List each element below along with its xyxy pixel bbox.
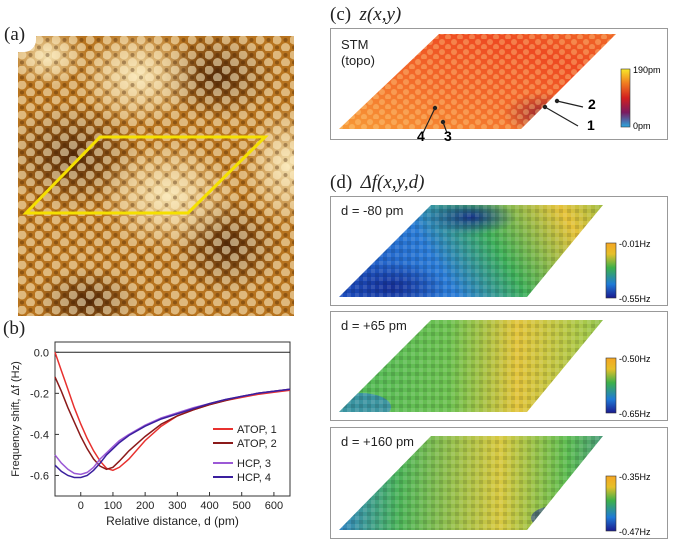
df-colorbar-3	[605, 475, 617, 532]
marker-label-2: 2	[588, 96, 596, 112]
panel-c-header: (c) z(x,y)	[330, 4, 401, 28]
df-colorbar-1	[605, 242, 617, 299]
stm-inset-subtitle: (topo)	[341, 53, 375, 68]
panel-d-header: (d) Δf(x,y,d)	[330, 172, 425, 196]
frequency-shift-chart: 0 100 200 300 400 500 600 0.0 -0.2 -0.4 -0.6 Relati…	[10, 341, 291, 528]
y-tick-label: -0.4	[30, 429, 49, 441]
stm-inset-title: STM	[341, 37, 369, 52]
x-tick-label: 0	[78, 500, 84, 512]
legend-label: ATOP, 1	[237, 424, 277, 436]
df-map-d-label: d = +65 pm	[341, 318, 407, 333]
panel-b-label: (b)	[3, 318, 26, 339]
topography-map: 4 3 1 2 190pm 0pm	[339, 34, 661, 141]
df-colorbar-2	[605, 357, 617, 414]
df-map-d-label: d = +160 pm	[341, 434, 414, 449]
df-map-3: -0.35Hz -0.47Hz	[339, 436, 651, 537]
plot-frame	[54, 341, 291, 497]
df-map-1: -0.01Hz -0.55Hz	[339, 205, 651, 304]
df-map-box-3: d = +160 pm -0.35Hz -0.47Hz	[330, 427, 668, 539]
panel-a-label-badge	[2, 22, 36, 52]
x-tick-label: 100	[104, 500, 122, 512]
panel-d-title: Δf(x,y,d)	[360, 172, 425, 193]
y-tick-label: -0.2	[30, 388, 49, 400]
df-map-box-1: d = -80 pm	[330, 196, 668, 306]
df-colorbar-max: -0.01Hz	[619, 239, 651, 249]
panel-c-box: STM (topo)	[330, 28, 668, 141]
marker-label-4: 4	[417, 128, 425, 141]
marker-label-1: 1	[587, 117, 595, 133]
df-colorbar-min: -0.65Hz	[619, 409, 651, 419]
x-axis-label: Relative distance, d (pm)	[106, 514, 239, 528]
stm-image-a	[3, 26, 333, 336]
panel-c-label: (c)	[330, 4, 352, 25]
panel-d-label: (d)	[330, 172, 353, 193]
panel-c-title: z(x,y)	[359, 4, 402, 25]
df-colorbar-max: -0.50Hz	[619, 354, 651, 364]
df-map-d-label: d = -80 pm	[341, 203, 404, 218]
x-tick-label: 600	[265, 500, 283, 512]
topo-colorbar-min: 0pm	[633, 121, 651, 131]
df-colorbar-min: -0.55Hz	[619, 294, 651, 304]
df-colorbar-max: -0.35Hz	[619, 472, 651, 482]
y-tick-label: -0.6	[30, 470, 49, 482]
df-map-2: -0.50Hz -0.65Hz	[339, 320, 651, 419]
topo-colorbar	[620, 68, 631, 128]
legend-label: HCP, 4	[237, 472, 271, 484]
legend-label: ATOP, 2	[237, 438, 277, 450]
df-colorbar-min: -0.47Hz	[619, 527, 651, 537]
df-map-box-2: d = +65 pm -0.50Hz -0.65Hz	[330, 311, 668, 421]
panel-a	[3, 26, 333, 336]
legend-label: HCP, 3	[237, 458, 271, 470]
x-tick-label: 200	[136, 500, 154, 512]
y-tick-label: 0.0	[34, 347, 49, 359]
y-axis-label: Frequency shift, Δf (Hz)	[10, 361, 22, 477]
yellow-rhombus-outline	[22, 135, 269, 215]
x-tick-label: 400	[200, 500, 218, 512]
series-line	[54, 388, 291, 479]
topo-colorbar-max: 190pm	[633, 65, 661, 75]
marker-label-3: 3	[444, 128, 452, 141]
panel-a-label: (a)	[4, 24, 26, 45]
x-tick-label: 300	[168, 500, 186, 512]
x-tick-label: 500	[233, 500, 251, 512]
